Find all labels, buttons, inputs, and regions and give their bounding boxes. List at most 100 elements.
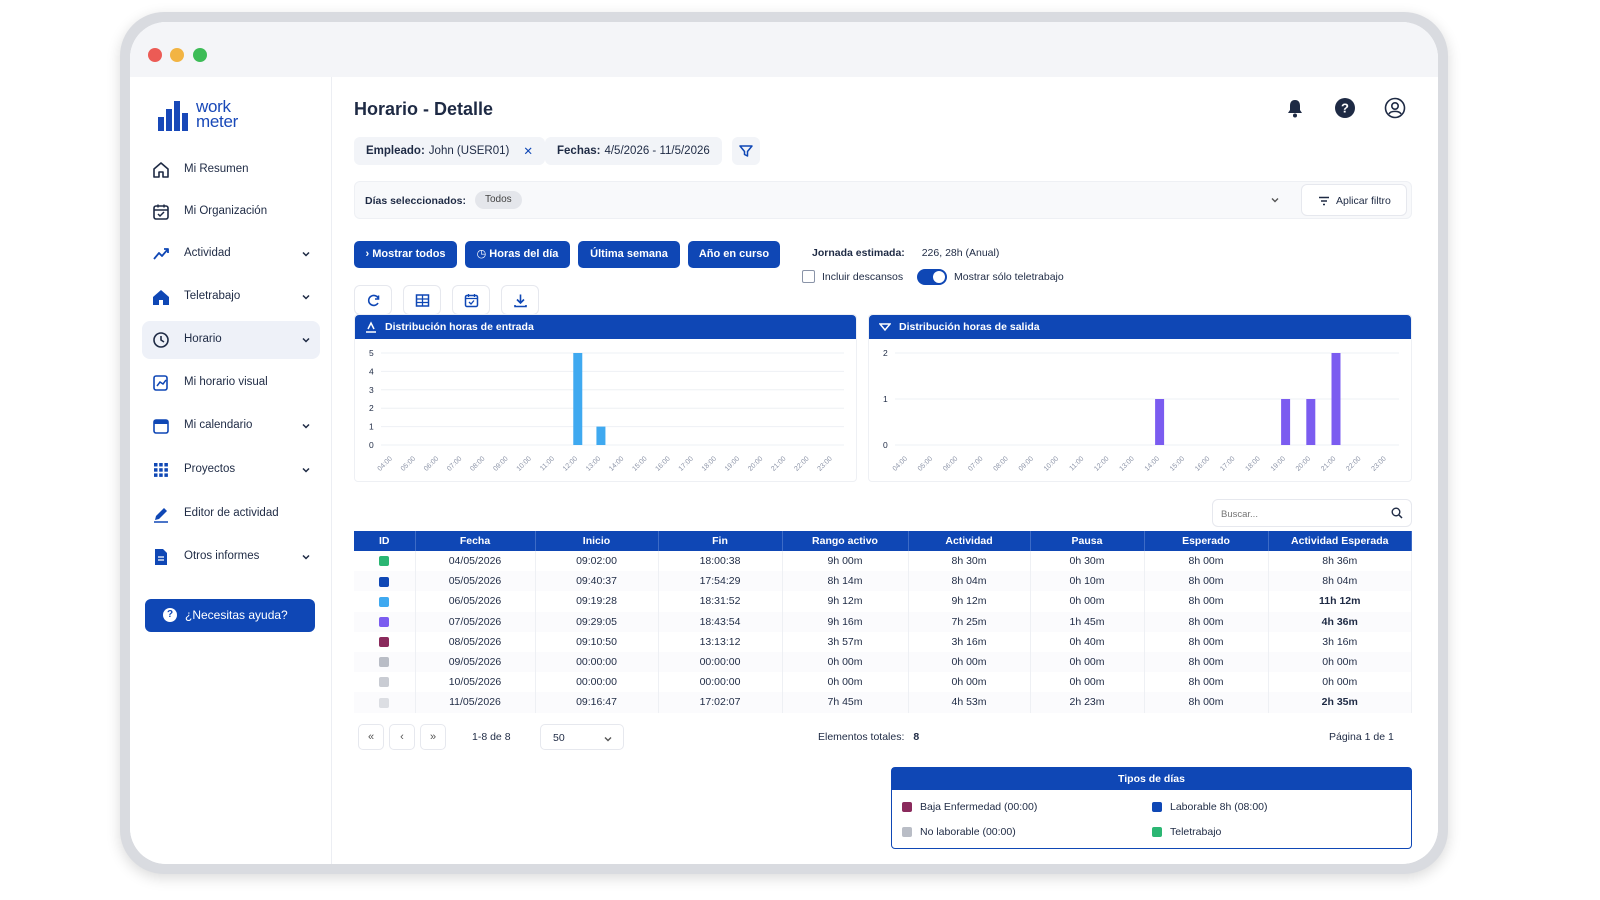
sidebar-item-otros-informes[interactable]: Otros informes bbox=[142, 538, 320, 576]
next-page-button[interactable]: » bbox=[420, 724, 446, 750]
close-window-button[interactable] bbox=[148, 48, 162, 62]
column-header-esperado[interactable]: Esperado bbox=[1144, 531, 1269, 551]
chevron-down-icon[interactable] bbox=[300, 334, 312, 346]
window-titlebar bbox=[130, 22, 1438, 77]
days-selector-tag[interactable]: Todos bbox=[475, 191, 522, 209]
x-tick-label: 19:00 bbox=[1270, 455, 1287, 472]
cell-fecha: 11/05/2026 bbox=[415, 692, 536, 713]
table-view-button[interactable] bbox=[403, 285, 441, 315]
day-hours-button[interactable]: ◷ Horas del día bbox=[465, 241, 570, 268]
chart-bar[interactable] bbox=[1281, 399, 1291, 445]
search-input[interactable] bbox=[1221, 506, 1381, 522]
x-tick-label: 20:00 bbox=[1295, 455, 1312, 472]
table-row[interactable]: 09/05/2026 00:00:00 00:00:00 0h 00m 0h 00m 0h… bbox=[354, 651, 1412, 673]
table-row[interactable]: 08/05/2026 09:10:50 13:13:12 3h 57m 3h 16m 0h… bbox=[354, 631, 1412, 652]
sidebar-item-proyectos[interactable]: Proyectos bbox=[142, 451, 320, 489]
remove-filter-icon[interactable]: ✕ bbox=[523, 146, 533, 158]
current-year-button[interactable]: Año en curso bbox=[688, 241, 780, 268]
sidebar-item-mi-organizacion[interactable]: Mi Organización bbox=[142, 193, 320, 231]
apply-filter-label: Aplicar filtro bbox=[1336, 195, 1391, 207]
column-header-pausa[interactable]: Pausa bbox=[1030, 531, 1145, 551]
sidebar-item-mi-horario-visual[interactable]: Mi horario visual bbox=[142, 364, 320, 402]
employee-filter-chip[interactable]: Empleado: John (USER01) ✕ bbox=[354, 137, 545, 165]
table-row[interactable]: 11/05/2026 09:16:47 17:02:07 7h 45m 4h 53m 2h… bbox=[354, 692, 1412, 713]
help-circle-icon[interactable]: ? bbox=[1334, 97, 1356, 119]
maximize-window-button[interactable] bbox=[193, 48, 207, 62]
x-tick-label: 06:00 bbox=[423, 455, 440, 472]
table-row[interactable]: 06/05/2026 09:19:28 18:31:52 9h 12m 9h 12m 0h… bbox=[354, 591, 1412, 612]
entry-hours-chart-plot: 0 1 2 3 4 5 04:00 05:00 06:00 07:00 08:00 09:00 10:0… bbox=[369, 348, 844, 473]
apply-filter-button[interactable]: Aplicar filtro bbox=[1301, 184, 1407, 216]
column-header-inicio[interactable]: Inicio bbox=[535, 531, 659, 551]
chevron-down-icon[interactable] bbox=[300, 291, 312, 303]
chevron-down-icon[interactable] bbox=[300, 420, 312, 432]
table-row[interactable]: 05/05/2026 09:40:37 17:54:29 8h 14m 8h 04m 0h… bbox=[354, 571, 1412, 592]
table-row[interactable]: 04/05/2026 09:02:00 18:00:38 9h 00m 8h 30m 0h… bbox=[354, 551, 1412, 572]
filter-button[interactable] bbox=[732, 137, 760, 165]
row-id-cell bbox=[354, 672, 416, 693]
chart-bar[interactable] bbox=[596, 426, 606, 445]
legend-swatch bbox=[902, 802, 912, 813]
chart-bar[interactable] bbox=[1306, 399, 1316, 445]
x-tick-label: 22:00 bbox=[1345, 455, 1362, 472]
row-id-cell bbox=[354, 571, 416, 592]
column-header-actividad-esperada[interactable]: Actividad Esperada bbox=[1268, 531, 1412, 551]
download-button[interactable] bbox=[501, 285, 539, 315]
sidebar-item-teletrabajo[interactable]: Teletrabajo bbox=[142, 278, 320, 316]
days-selector-label: Días seleccionados: bbox=[365, 195, 466, 207]
column-header-rango-activo[interactable]: Rango activo bbox=[782, 531, 909, 551]
refresh-button[interactable] bbox=[354, 285, 392, 315]
prev-page-button[interactable]: ‹ bbox=[389, 724, 415, 750]
table-row[interactable]: 07/05/2026 09:29:05 18:43:54 9h 16m 7h 25m 1h… bbox=[354, 611, 1412, 632]
table-row[interactable]: 10/05/2026 00:00:00 00:00:00 0h 00m 0h 00m 0h… bbox=[354, 672, 1412, 693]
chevron-down-icon[interactable] bbox=[300, 464, 312, 476]
svg-text:?: ? bbox=[1341, 101, 1349, 116]
last-week-button[interactable]: Última semana bbox=[578, 241, 680, 268]
page-range: 1-8 de 8 bbox=[472, 731, 511, 743]
minimize-window-button[interactable] bbox=[170, 48, 184, 62]
document-icon bbox=[155, 549, 167, 565]
sidebar-item-mi-resumen[interactable]: Mi Resumen bbox=[142, 151, 320, 189]
x-tick-label: 21:00 bbox=[1320, 455, 1337, 472]
help-button[interactable]: ? ¿Necesitas ayuda? bbox=[145, 599, 315, 632]
chart-bar[interactable] bbox=[573, 353, 583, 445]
search-field[interactable] bbox=[1212, 499, 1412, 527]
column-header-fin[interactable]: Fin bbox=[658, 531, 783, 551]
bell-icon[interactable] bbox=[1284, 97, 1306, 119]
sidebar-item-mi-calendario[interactable]: Mi calendario bbox=[142, 407, 320, 445]
column-header-fecha[interactable]: Fecha bbox=[415, 531, 536, 551]
chart-bar[interactable] bbox=[1155, 399, 1165, 445]
legend-swatch bbox=[1152, 802, 1162, 813]
sidebar-item-editor-de-actividad[interactable]: Editor de actividad bbox=[142, 495, 320, 533]
employee-filter-label: Empleado: bbox=[366, 145, 425, 157]
sidebar-item-horario[interactable]: Horario bbox=[142, 321, 320, 359]
cell-pausa: 1h 45m bbox=[1030, 611, 1145, 632]
pagination: « ‹ » 1-8 de 8 50 Elementos totales: 8 P… bbox=[354, 720, 1412, 756]
sidebar-item-label: Otros informes bbox=[184, 550, 260, 562]
dates-filter-chip[interactable]: Fechas: 4/5/2026 - 11/5/2026 bbox=[545, 137, 722, 165]
first-page-button[interactable]: « bbox=[358, 724, 384, 750]
column-header-actividad[interactable]: Actividad bbox=[908, 531, 1031, 551]
calendar-view-button[interactable] bbox=[452, 285, 490, 315]
search-icon[interactable] bbox=[1391, 507, 1403, 519]
page-size-select[interactable]: 50 bbox=[540, 724, 624, 750]
cell-fin: 13:13:12 bbox=[658, 631, 783, 652]
day-type-swatch bbox=[379, 616, 390, 627]
user-account-icon[interactable] bbox=[1384, 97, 1406, 119]
only-remote-toggle[interactable] bbox=[917, 269, 947, 285]
sidebar-item-actividad[interactable]: Actividad bbox=[142, 235, 320, 273]
include-breaks-checkbox[interactable] bbox=[802, 270, 815, 283]
column-header-id[interactable]: ID bbox=[354, 531, 416, 551]
day-type-swatch bbox=[379, 677, 390, 688]
chevron-down-icon[interactable] bbox=[1270, 195, 1280, 205]
chart-bar[interactable] bbox=[1331, 353, 1341, 445]
day-types-legend: Tipos de días Baja Enfermedad (00:00) La… bbox=[891, 767, 1412, 849]
row-id-cell bbox=[354, 651, 416, 673]
chevron-down-icon[interactable] bbox=[300, 248, 312, 260]
days-selector[interactable]: Días seleccionados: Todos Aplicar filtro bbox=[354, 181, 1412, 219]
show-all-button[interactable]: › Mostrar todos bbox=[354, 241, 457, 268]
chevron-down-icon bbox=[604, 737, 612, 742]
x-tick-label: 05:00 bbox=[400, 455, 417, 472]
x-tick-label: 12:00 bbox=[562, 455, 579, 472]
chevron-down-icon[interactable] bbox=[300, 551, 312, 563]
